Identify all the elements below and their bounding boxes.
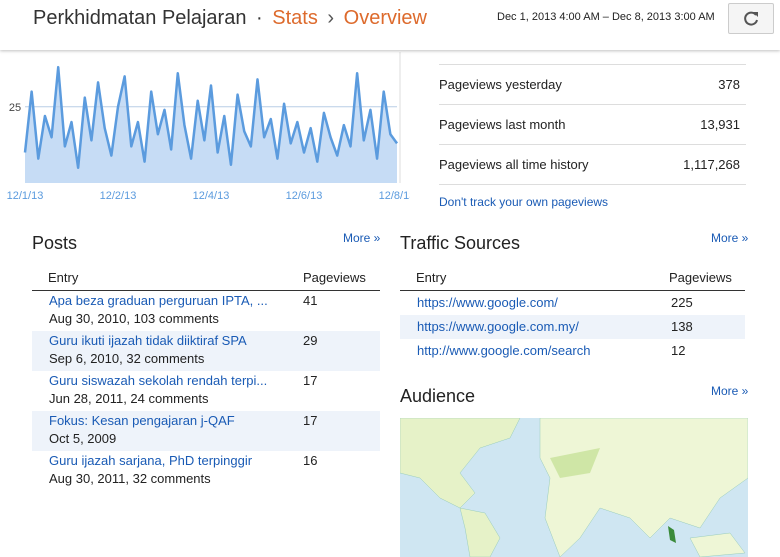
post-meta: Aug 30, 2010, 103 comments	[49, 311, 219, 326]
pageviews: 41	[303, 293, 318, 308]
x-tick-label: 12/6/13	[286, 190, 323, 202]
section-title: Posts	[32, 233, 78, 253]
more-link[interactable]: More »	[711, 231, 749, 245]
separator: ›	[327, 7, 335, 29]
breadcrumb: Perkhidmatan Pelajaran · Stats › Overvie…	[33, 7, 427, 30]
table-row	[400, 291, 745, 315]
stat-label: Pageviews last month	[439, 117, 566, 132]
header: Perkhidmatan Pelajaran · Stats › Overvie…	[0, 0, 780, 50]
pageviews: 17	[303, 373, 318, 388]
table-row	[400, 339, 745, 363]
table-row	[32, 371, 380, 411]
table-row	[32, 291, 380, 331]
blog-title[interactable]: Perkhidmatan Pelajaran	[33, 7, 247, 29]
more-link[interactable]: More »	[711, 384, 749, 398]
pageviews: 17	[303, 413, 318, 428]
x-tick-label: 12/2/13	[100, 190, 137, 202]
section-title: Audience	[400, 386, 476, 406]
refresh-icon	[744, 11, 758, 26]
section-title: Traffic Sources	[400, 233, 521, 253]
pageviews: 29	[303, 333, 318, 348]
source-url[interactable]: https://www.google.com.my/	[417, 319, 579, 334]
x-tick-label: 12/1/13	[7, 190, 44, 202]
post-title[interactable]: Fokus: Kesan pengajaran j-QAF	[49, 413, 235, 428]
area	[25, 67, 397, 183]
divider	[439, 64, 746, 65]
post-meta: Oct 5, 2009	[49, 431, 117, 446]
post-title[interactable]: Guru siswazah sekolah rendah terpi...	[49, 373, 268, 388]
source-url[interactable]: http://www.google.com/search	[417, 343, 591, 358]
table-row	[32, 411, 380, 451]
page-title: Overview	[343, 7, 427, 29]
audience-map[interactable]	[400, 418, 748, 557]
stat-value: 378	[718, 77, 740, 92]
refresh-button[interactable]	[728, 3, 774, 34]
post-title[interactable]: Guru ijazah sarjana, PhD terpinggir	[49, 453, 253, 468]
post-meta: Aug 30, 2011, 32 comments	[49, 471, 211, 486]
separator: ·	[256, 7, 263, 29]
column-header: Entry	[416, 270, 447, 285]
pageviews: 12	[671, 343, 686, 358]
stat-value: 13,931	[700, 117, 740, 132]
pageviews: 225	[671, 295, 693, 310]
pageviews: 16	[303, 453, 318, 468]
stat-label: Pageviews all time history	[439, 157, 589, 172]
stat-value: 1,117,268	[683, 157, 740, 172]
column-header: Entry	[48, 270, 79, 285]
post-meta: Jun 28, 2011, 24 comments	[49, 391, 209, 406]
source-url[interactable]: https://www.google.com/	[417, 295, 558, 310]
dont-track-link[interactable]: Don't track your own pageviews	[439, 195, 609, 209]
post-meta: Sep 6, 2010, 32 comments	[49, 351, 205, 366]
divider	[439, 104, 746, 105]
table-row	[32, 451, 380, 491]
x-tick-label: 12/4/13	[193, 190, 230, 202]
divider	[439, 184, 746, 185]
post-title[interactable]: Guru ikuti ijazah tidak diiktiraf SPA	[49, 333, 247, 348]
pageviews: 138	[671, 319, 693, 334]
x-tick-label: 12/8/13	[379, 190, 410, 202]
column-header: Pageviews	[669, 270, 732, 285]
divider	[439, 144, 746, 145]
table-row	[400, 315, 745, 339]
column-header: Pageviews	[303, 270, 366, 285]
more-link[interactable]: More »	[343, 231, 381, 245]
y-tick-label: 25	[9, 102, 21, 114]
date-range[interactable]: Dec 1, 2013 4:00 AM – Dec 8, 2013 3:00 A…	[497, 11, 715, 23]
section[interactable]: Stats	[272, 7, 318, 29]
post-title[interactable]: Apa beza graduan perguruan IPTA, ...	[49, 293, 268, 308]
stat-label: Pageviews yesterday	[439, 77, 562, 92]
line	[23, 65, 399, 170]
table-row	[32, 331, 380, 371]
pageviews-chart: 25 12/1/13 12/2/13 12/4/13 12/6/13 12/8/13	[7, 52, 410, 202]
